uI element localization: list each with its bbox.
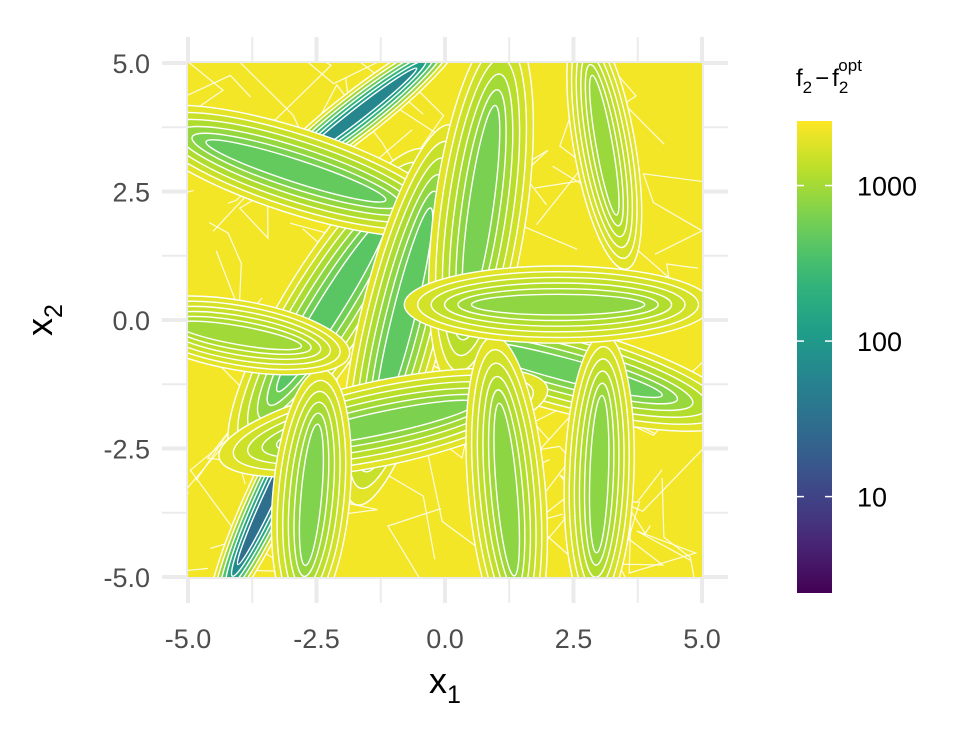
contour-texture-line: [208, 221, 242, 311]
colorbar-tick-label: 10: [857, 483, 887, 513]
y-tick-label: -5.0: [103, 563, 150, 593]
y-axis-title-sub: 2: [40, 304, 68, 318]
colorbar-title-f2: f: [832, 65, 839, 92]
contour-texture-line: [188, 74, 252, 98]
x-tick-label: 5.0: [683, 624, 721, 654]
contour-texture-line: [585, 449, 702, 513]
y-axis-title-main: x: [19, 318, 60, 336]
x-tick-label: 2.5: [555, 624, 593, 654]
colorbar-title-minus: −: [815, 65, 829, 92]
colorbar: 10 100 1000: [797, 121, 917, 593]
contour-texture-line: [188, 536, 189, 538]
x-axis-title-sub: 1: [447, 681, 461, 709]
x-axis: -5.0 -2.5 0.0 2.5 5.0: [165, 624, 721, 654]
colorbar-title-f: f: [796, 65, 803, 92]
contour-panel: [188, 63, 702, 577]
contour-valley: [188, 295, 351, 376]
y-tick-label: 5.0: [112, 49, 150, 79]
y-tick-label: 2.5: [112, 178, 150, 208]
contour-level: [298, 423, 325, 567]
contour-level: [588, 394, 610, 554]
x-tick-label: -5.0: [165, 624, 212, 654]
y-tick-label: -2.5: [103, 435, 150, 465]
contour-texture-line: [536, 108, 586, 226]
contour-texture-line: [661, 477, 695, 577]
x-axis-title: x1: [429, 660, 461, 709]
contour-valley: [270, 368, 353, 577]
colorbar-tick-label: 1000: [857, 172, 917, 202]
contour-valley: [563, 333, 635, 577]
colorbar-gradient: [797, 121, 832, 593]
contour-valley: [403, 265, 702, 344]
contour-texture-line: [267, 63, 378, 128]
contour-level: [188, 320, 303, 351]
x-axis-title-main: x: [429, 660, 447, 701]
contour-texture-line: [188, 125, 189, 127]
contour-level: [588, 74, 620, 216]
colorbar-title-sup: opt: [838, 56, 862, 75]
contour-valley: [465, 335, 549, 577]
y-tick-label: 0.0: [112, 306, 150, 336]
y-axis: -5.0 -2.5 0.0 2.5 5.0: [103, 49, 150, 593]
y-axis-title: x2: [19, 304, 68, 336]
contour-level: [205, 139, 387, 203]
contour-texture-line: [596, 63, 637, 108]
contour-valley: [566, 63, 643, 270]
colorbar-title: f2− f2opt: [796, 56, 862, 97]
contour-valley: [188, 104, 457, 238]
colorbar-tick-label: 100: [857, 327, 902, 357]
contour-level: [470, 293, 646, 316]
x-tick-label: 0.0: [426, 624, 464, 654]
contour-texture-line: [642, 173, 702, 255]
x-tick-label: -2.5: [293, 624, 340, 654]
colorbar-title-sub: 2: [803, 78, 812, 97]
colorbar-title-sub2: 2: [839, 78, 848, 97]
contour-texture-line: [386, 508, 442, 577]
contour-level: [493, 402, 521, 577]
